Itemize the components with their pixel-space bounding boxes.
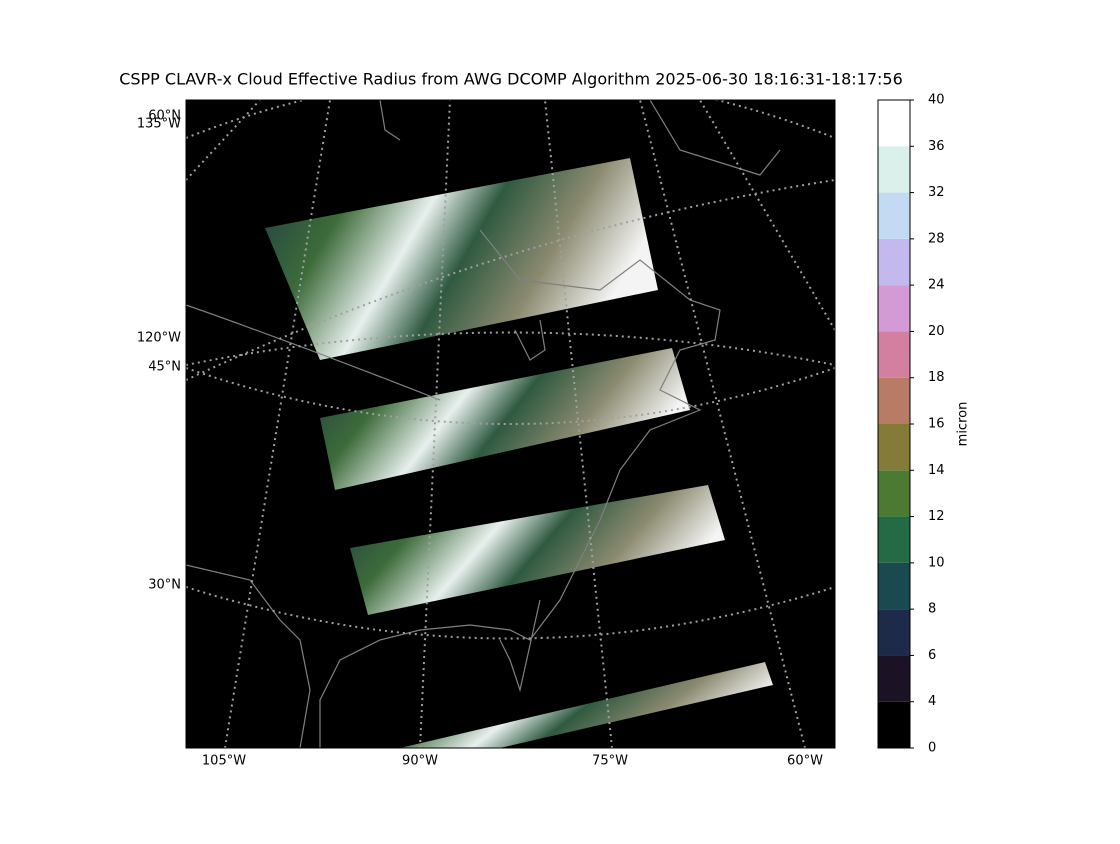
colorbar-segment — [878, 470, 910, 517]
colorbar-tick-label: 28 — [928, 231, 945, 246]
lat-label: 30°N — [148, 578, 181, 593]
colorbar-segment — [878, 609, 910, 656]
colorbar-segment — [878, 146, 910, 193]
colorbar-tick-label: 12 — [928, 509, 945, 524]
lon-label: 75°W — [592, 754, 628, 769]
swath — [320, 348, 690, 490]
colorbar-segment — [878, 424, 910, 471]
graticule — [419, 100, 451, 748]
colorbar-segment — [878, 562, 910, 610]
colorbar-tick-label: 14 — [928, 463, 945, 478]
graticule — [224, 100, 331, 748]
colorbar-segment — [878, 238, 910, 286]
lat-label: 60°N — [148, 109, 181, 124]
lon-label: 135°W — [137, 117, 181, 132]
colorbar: 0 4 6 8 10 12 14 16 18 20 24 28 32 36 40 — [877, 93, 945, 756]
colorbar-tick-label: 0 — [928, 741, 936, 756]
colorbar-segment — [878, 285, 910, 332]
graticule — [186, 367, 835, 425]
colorbar-tick-label: 36 — [928, 139, 945, 154]
colorbar-tick-label: 8 — [928, 602, 936, 617]
graticule — [186, 100, 835, 139]
colorbar-tick-label: 32 — [928, 185, 945, 200]
lon-label: 120°W — [137, 331, 181, 346]
colorbar-segment — [878, 192, 910, 239]
colorbar-segment — [878, 516, 910, 563]
colorbar-segment — [878, 655, 910, 702]
lon-label: 90°W — [402, 754, 438, 769]
lat-label: 45°N — [148, 360, 181, 375]
colorbar-label: micron — [956, 402, 971, 447]
lon-label: 60°W — [787, 754, 823, 769]
swath — [400, 662, 773, 748]
colorbar-tick-label: 24 — [928, 278, 945, 293]
graticule — [186, 586, 835, 640]
swath — [265, 158, 658, 360]
swath — [350, 485, 725, 615]
lon-label: 105°W — [202, 754, 246, 769]
colorbar-tick-label: 10 — [928, 555, 945, 570]
map — [186, 100, 835, 748]
colorbar-segment — [878, 701, 910, 748]
colorbar-tick-label: 16 — [928, 417, 945, 432]
colorbar-segment — [878, 331, 910, 378]
colorbar-tick-label: 18 — [928, 370, 945, 385]
colorbar-segment — [878, 100, 910, 147]
colorbar-segment — [878, 377, 910, 424]
coastline — [186, 100, 781, 748]
graticule — [186, 100, 261, 181]
map-frame — [185, 99, 836, 749]
graticule — [699, 100, 835, 331]
graticule — [544, 100, 613, 748]
colorbar-tick-label: 4 — [928, 694, 936, 709]
colorbar-tick-label: 20 — [928, 324, 945, 339]
colorbar-tick-label: 40 — [928, 93, 945, 108]
colorbar-tick-label: 6 — [928, 648, 936, 663]
title: CSPP CLAVR-x Cloud Effective Radius from… — [119, 70, 903, 89]
